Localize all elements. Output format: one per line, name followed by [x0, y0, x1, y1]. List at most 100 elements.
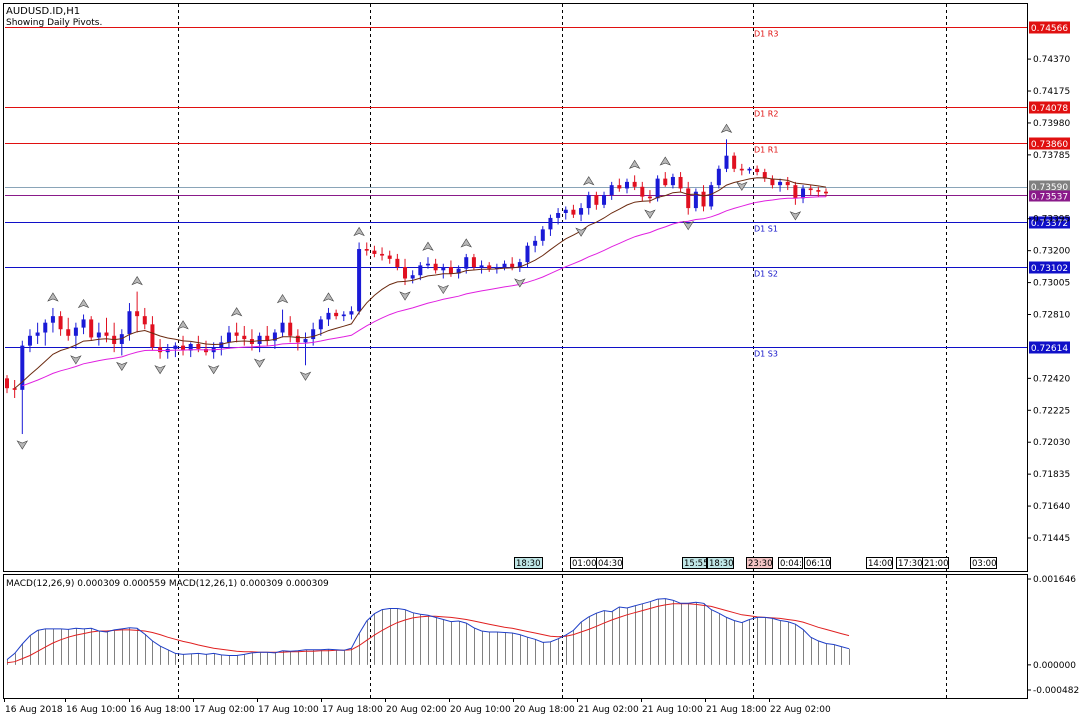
- pivot-price-box: [1029, 21, 1070, 34]
- candle-bear: [204, 348, 209, 353]
- candle-bear: [793, 185, 798, 199]
- price-tick-label: 0.73395: [1033, 215, 1070, 225]
- symbol-label: AUDUSD.ID,H1: [6, 6, 80, 17]
- time-marker-box: [707, 557, 734, 569]
- candle-bull: [586, 194, 591, 209]
- candle-bull: [563, 209, 568, 213]
- fractal-down-arrow: [116, 361, 128, 372]
- candle-bull: [50, 316, 55, 323]
- pivot-label: D1 S3: [754, 350, 778, 359]
- candle-bull: [257, 335, 262, 344]
- time-tick-label: 20 Aug 02:00: [386, 705, 447, 715]
- price-axis: 0.74370 0.74175 0.73980 0.73785 0.73395 0.732…: [1027, 55, 1070, 544]
- pivot-label: D1 S1: [754, 225, 778, 234]
- time-marker-label: 23:30: [748, 559, 773, 569]
- candle-bear: [487, 265, 492, 269]
- candle-bear: [380, 253, 385, 256]
- candle-bull: [81, 319, 86, 328]
- fractal-arrows: [16, 123, 802, 450]
- candle-bull: [716, 168, 721, 186]
- macd-title: MACD(12,26,9) 0.000309 0.000559 MACD(12,…: [6, 579, 329, 589]
- fractal-down-arrow: [207, 365, 220, 375]
- candle-bull: [27, 335, 32, 346]
- time-marker-box: [866, 557, 893, 569]
- candle-bear: [701, 191, 706, 207]
- time-axis: 16 Aug 2018 16 Aug 10:00 16 Aug 18:00 17 Au…: [4, 698, 831, 715]
- candle-bear: [158, 347, 163, 353]
- time-marker-label: 03:00: [972, 559, 997, 569]
- pivot-price-label: 0.73860: [1031, 140, 1068, 150]
- fractal-down-arrow: [789, 211, 802, 221]
- time-tick-label: 16 Aug 18:00: [130, 705, 191, 715]
- fractal-up-arrow: [582, 176, 595, 186]
- candle-bull: [533, 240, 538, 246]
- candle-bear: [816, 190, 821, 192]
- ask-price-box: [1029, 190, 1070, 202]
- candle-bear: [5, 378, 9, 389]
- candle-bear: [617, 185, 622, 189]
- candle-bear: [647, 196, 652, 199]
- bid-price-box: [1029, 180, 1070, 193]
- price-tick-label: 0.73200: [1033, 247, 1070, 257]
- candle-bull: [341, 314, 346, 317]
- candle-bull: [670, 176, 675, 186]
- price-tick-label: 0.74175: [1033, 87, 1070, 97]
- candle-bull: [602, 194, 607, 205]
- time-tick-label: 21 Aug 18:00: [706, 705, 767, 715]
- candle-bear: [387, 255, 392, 259]
- candle-bull: [272, 332, 277, 341]
- candle-bull: [517, 262, 522, 268]
- price-tick-label: 0.74370: [1033, 55, 1070, 65]
- time-marker-label: 01:00: [572, 559, 597, 569]
- fractal-up-arrow: [460, 238, 472, 248]
- candle-bear: [739, 168, 744, 171]
- time-marker-label: 15:55: [684, 559, 709, 569]
- price-tick-label: 0.71640: [1033, 502, 1070, 512]
- fractal-up-arrow: [230, 307, 243, 317]
- candle-bear: [785, 181, 790, 186]
- fractal-up-arrow: [322, 292, 335, 302]
- candle-bull: [280, 322, 285, 333]
- macd-tick-label: 0.001646: [1033, 575, 1076, 585]
- time-marker-label: 18:30: [709, 559, 734, 569]
- price-tick-label: 0.72420: [1033, 374, 1070, 384]
- candle-bull: [479, 265, 484, 268]
- candle-bull: [624, 181, 629, 189]
- macd-signal-line: [6, 603, 850, 664]
- grid-lines: [178, 4, 947, 698]
- fractal-down-arrow: [575, 227, 587, 237]
- time-marker-box: [596, 557, 623, 569]
- time-tick-label: 20 Aug 18:00: [514, 705, 575, 715]
- candle-bull: [318, 319, 323, 330]
- pivot-price-label: 0.72614: [1031, 344, 1068, 354]
- time-marker-box: [682, 557, 707, 569]
- candle-bull: [441, 267, 446, 271]
- bid-price-label: 0.73590: [1031, 183, 1068, 193]
- candle-bull: [43, 322, 48, 333]
- fractal-up-arrow: [47, 292, 59, 302]
- candle-bull: [655, 178, 660, 199]
- fractal-down-arrow: [253, 358, 266, 368]
- candle-bear: [395, 258, 400, 268]
- time-tick-label: 17 Aug 02:00: [194, 705, 255, 715]
- time-marker-box: [922, 557, 949, 569]
- time-marker-box: [746, 557, 773, 569]
- candle-bear: [150, 324, 155, 348]
- fractal-down-arrow: [644, 209, 656, 219]
- candle-bull: [418, 265, 423, 276]
- price-tick-label: 0.73785: [1033, 151, 1070, 161]
- fractal-down-arrow: [399, 291, 411, 301]
- candle-bear: [762, 172, 767, 179]
- pivot-price-box: [1029, 137, 1070, 150]
- candle-bull: [349, 311, 354, 315]
- candle-bear: [66, 329, 71, 336]
- time-tick-label: 17 Aug 18:00: [322, 705, 383, 715]
- fractal-down-arrow: [16, 440, 29, 450]
- main-panel-frame: [3, 3, 1028, 572]
- fractal-down-arrow: [70, 355, 82, 365]
- candle-bear: [12, 388, 17, 390]
- fractal-down-arrow: [514, 278, 526, 288]
- pivot-price-box: [1029, 261, 1070, 274]
- time-marker-box: [804, 557, 831, 569]
